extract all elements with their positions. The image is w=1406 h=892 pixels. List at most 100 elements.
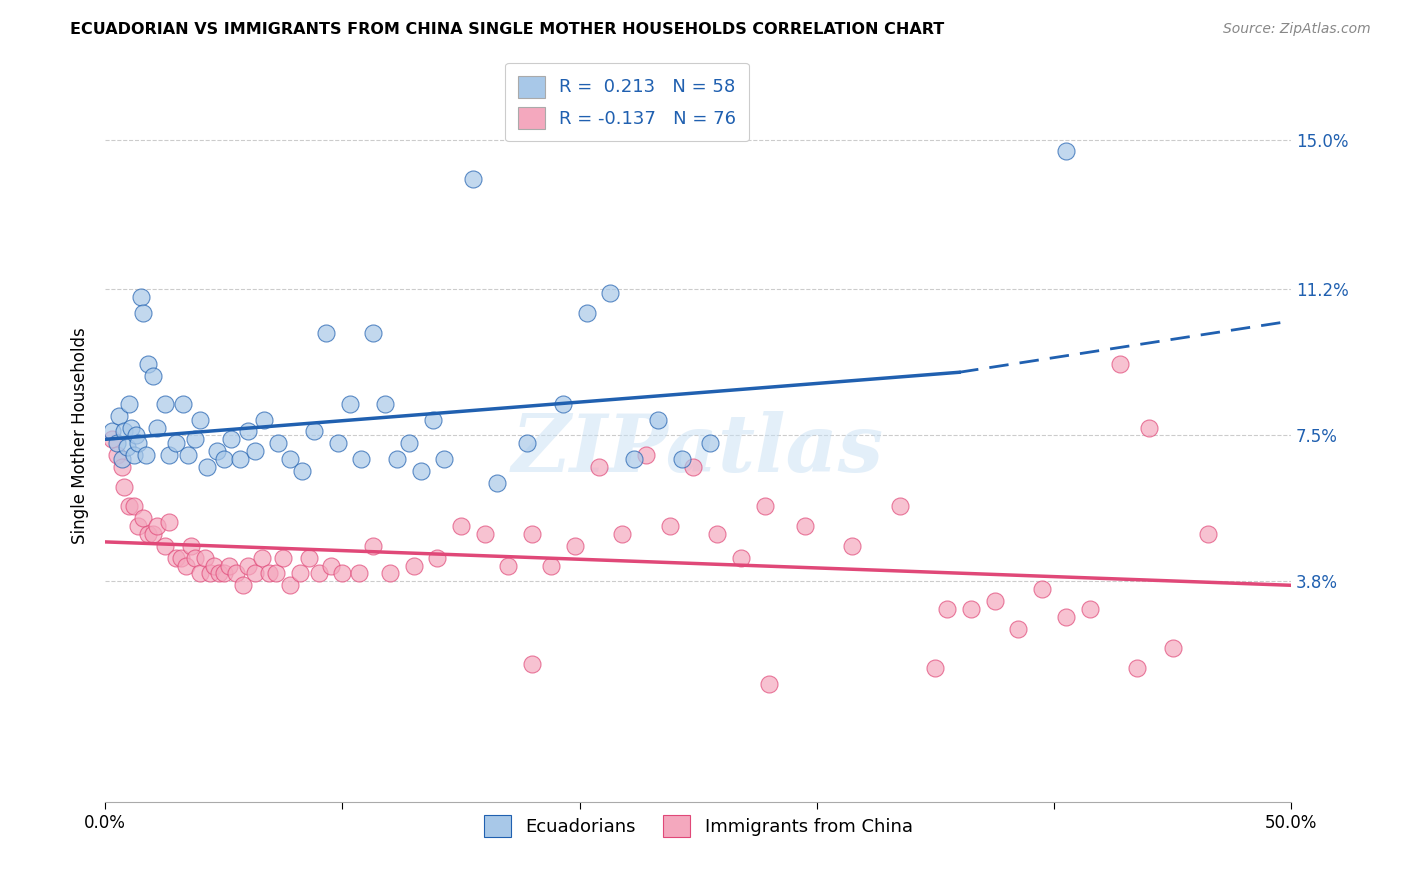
Point <box>153 397 176 411</box>
Point <box>188 412 211 426</box>
Point <box>219 433 242 447</box>
Point <box>132 511 155 525</box>
Point <box>522 657 544 672</box>
Point <box>243 444 266 458</box>
Point <box>278 578 301 592</box>
Point <box>173 397 195 411</box>
Point <box>461 172 484 186</box>
Point <box>225 566 247 581</box>
Point <box>385 452 408 467</box>
Point <box>374 397 396 411</box>
Point <box>983 594 1005 608</box>
Point <box>315 326 337 340</box>
Text: ZIPatlas: ZIPatlas <box>512 411 884 489</box>
Point <box>202 558 225 573</box>
Point <box>236 425 259 439</box>
Point <box>332 566 354 581</box>
Point <box>402 558 425 573</box>
Point <box>278 452 301 467</box>
Point <box>288 566 311 581</box>
Point <box>136 358 159 372</box>
Point <box>118 500 141 514</box>
Point <box>115 440 138 454</box>
Point <box>194 550 217 565</box>
Point <box>250 550 273 565</box>
Point <box>889 500 911 514</box>
Point <box>165 436 187 450</box>
Point <box>243 566 266 581</box>
Point <box>682 459 704 474</box>
Point <box>253 412 276 426</box>
Point <box>706 527 728 541</box>
Point <box>1161 641 1184 656</box>
Point <box>1197 527 1219 541</box>
Point <box>111 459 134 474</box>
Point <box>135 448 157 462</box>
Point <box>125 428 148 442</box>
Point <box>142 527 165 541</box>
Point <box>291 464 314 478</box>
Point <box>205 444 228 458</box>
Point <box>647 412 669 426</box>
Point <box>298 550 321 565</box>
Point <box>426 550 449 565</box>
Point <box>361 326 384 340</box>
Point <box>347 566 370 581</box>
Point <box>122 500 145 514</box>
Point <box>120 420 142 434</box>
Point <box>936 602 959 616</box>
Point <box>142 369 165 384</box>
Point <box>699 436 721 450</box>
Point <box>398 436 420 450</box>
Point <box>450 519 472 533</box>
Point <box>111 452 134 467</box>
Point <box>218 558 240 573</box>
Point <box>267 436 290 450</box>
Point <box>319 558 342 573</box>
Point <box>339 397 361 411</box>
Point <box>378 566 401 581</box>
Point <box>960 602 983 616</box>
Point <box>350 452 373 467</box>
Point <box>127 436 149 450</box>
Point <box>153 539 176 553</box>
Point <box>112 480 135 494</box>
Point <box>177 448 200 462</box>
Point <box>208 566 231 581</box>
Point <box>409 464 432 478</box>
Text: Source: ZipAtlas.com: Source: ZipAtlas.com <box>1223 22 1371 37</box>
Point <box>516 436 538 450</box>
Point <box>599 286 621 301</box>
Point <box>136 527 159 541</box>
Point <box>1054 145 1077 159</box>
Point <box>198 566 221 581</box>
Point <box>132 306 155 320</box>
Point <box>1078 602 1101 616</box>
Point <box>1137 420 1160 434</box>
Point <box>112 425 135 439</box>
Point <box>236 558 259 573</box>
Point <box>271 550 294 565</box>
Point <box>326 436 349 450</box>
Point <box>170 550 193 565</box>
Point <box>105 448 128 462</box>
Legend: Ecuadorians, Immigrants from China: Ecuadorians, Immigrants from China <box>477 808 920 845</box>
Point <box>485 475 508 490</box>
Point <box>157 515 180 529</box>
Point <box>522 527 544 541</box>
Point <box>184 433 207 447</box>
Point <box>118 397 141 411</box>
Point <box>564 539 586 553</box>
Point <box>623 452 645 467</box>
Point <box>658 519 681 533</box>
Point <box>195 459 218 474</box>
Point <box>1007 622 1029 636</box>
Point <box>127 519 149 533</box>
Point <box>308 566 330 581</box>
Point <box>212 566 235 581</box>
Point <box>1109 358 1132 372</box>
Point <box>129 290 152 304</box>
Point <box>361 539 384 553</box>
Point <box>433 452 456 467</box>
Point <box>101 433 124 447</box>
